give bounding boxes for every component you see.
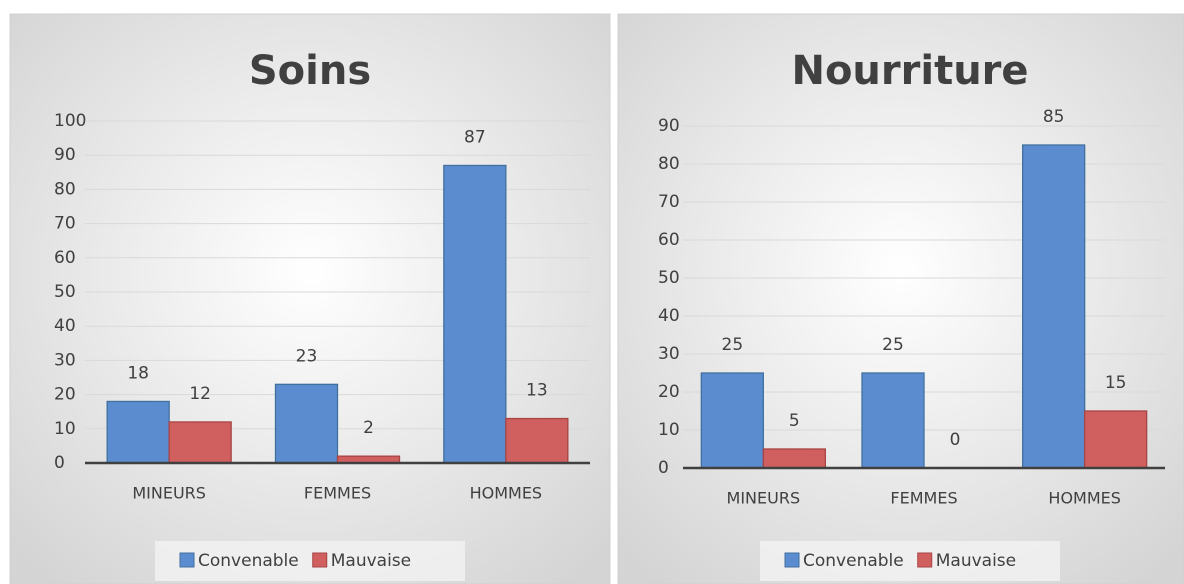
y-tick-label: 70	[658, 192, 680, 212]
data-label: 5	[789, 411, 800, 431]
data-label: 15	[1105, 373, 1127, 393]
y-tick-label: 80	[658, 154, 680, 174]
y-tick-label: 30	[54, 350, 76, 370]
bar	[700, 372, 764, 469]
y-tick-label: 50	[658, 268, 680, 288]
legend-label: Mauvaise	[331, 551, 411, 571]
y-tick-label: 20	[54, 385, 76, 405]
y-tick-label: 0	[658, 458, 669, 478]
bar	[1084, 410, 1148, 469]
data-label: 0	[950, 430, 961, 450]
y-tick-label: 10	[658, 420, 680, 440]
bar	[1022, 144, 1086, 469]
bar	[106, 400, 170, 464]
y-tick-label: 90	[54, 145, 76, 165]
y-tick-label: 20	[658, 382, 680, 402]
y-tick-label: 90	[658, 116, 680, 136]
y-tick-label: 50	[54, 282, 76, 302]
y-tick-label: 30	[658, 344, 680, 364]
bar	[274, 383, 339, 464]
x-tick-label: MINEURS	[132, 484, 206, 503]
legend-swatch	[917, 552, 933, 568]
bar	[505, 417, 569, 464]
x-tick-label: FEMMES	[304, 484, 371, 503]
y-tick-label: 70	[54, 214, 76, 234]
data-label: 25	[882, 335, 904, 355]
bar	[443, 164, 507, 464]
bar	[861, 372, 925, 469]
y-tick-label: 10	[54, 419, 76, 439]
data-label: 13	[526, 381, 548, 401]
legend-label: Mauvaise	[936, 551, 1016, 571]
chart-panel	[617, 13, 1184, 584]
legend-label: Convenable	[198, 551, 299, 571]
y-tick-label: 60	[54, 248, 76, 268]
y-tick-label: 100	[54, 111, 86, 131]
legend-swatch	[312, 552, 328, 568]
data-label: 18	[127, 363, 149, 383]
chart-title: Nourriture	[791, 48, 1028, 94]
data-label: 87	[464, 127, 486, 147]
x-tick-label: FEMMES	[890, 489, 957, 508]
legend-box	[155, 541, 465, 581]
legend-swatch	[179, 552, 195, 568]
chart-panel	[9, 13, 611, 584]
y-tick-label: 40	[54, 316, 76, 336]
data-label: 23	[296, 346, 318, 366]
bar	[762, 448, 826, 469]
chart-title: Soins	[249, 48, 371, 94]
x-tick-label: HOMMES	[470, 484, 543, 503]
y-tick-label: 80	[54, 179, 76, 199]
y-tick-label: 40	[658, 306, 680, 326]
data-label: 85	[1043, 107, 1065, 127]
x-tick-label: HOMMES	[1048, 489, 1121, 508]
data-label: 2	[363, 418, 374, 438]
bar	[168, 421, 232, 464]
data-label: 25	[722, 335, 744, 355]
x-tick-label: MINEURS	[727, 489, 801, 508]
y-tick-label: 60	[658, 230, 680, 250]
legend-swatch	[784, 552, 800, 568]
y-tick-label: 0	[54, 453, 65, 473]
legend-box	[760, 541, 1060, 581]
legend-label: Convenable	[803, 551, 904, 571]
data-label: 12	[189, 384, 211, 404]
